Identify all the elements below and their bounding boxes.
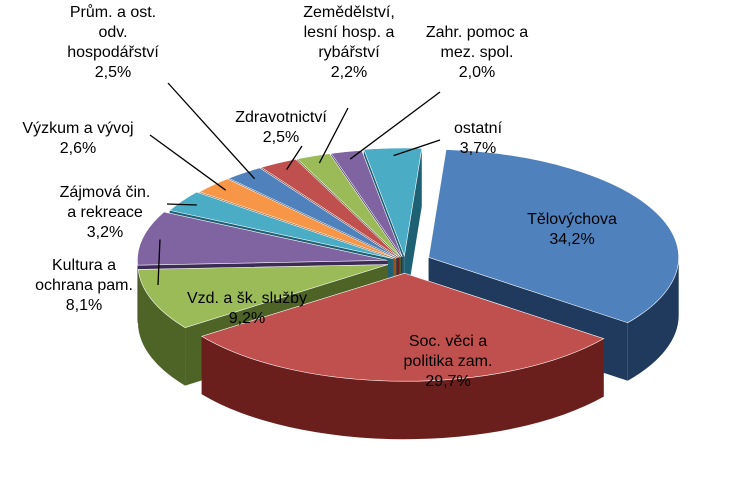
leader-line-6 <box>167 82 256 180</box>
pie-slice-1 <box>200 272 605 382</box>
leader-line-4 <box>166 203 197 206</box>
pie-slice-2 <box>137 264 389 328</box>
slice-label-3: Kultura a ochrana pam. 8,1% <box>35 257 133 314</box>
slice-label-9: Zahr. pomoc a mez. spol. 2,0% <box>426 24 528 81</box>
pie-slice-6 <box>228 167 398 259</box>
slice-label-1: Soc. věci a politika zam. 29,7% <box>404 333 493 390</box>
slice-label-5: Výzkum a vývoj 2,6% <box>22 120 133 157</box>
leader-line-3 <box>157 239 161 286</box>
pie-slice-4 <box>169 191 394 260</box>
pie-slice-0 <box>428 149 679 324</box>
slice-side-2-0 <box>138 269 186 386</box>
leader-line-8 <box>318 107 349 164</box>
slice-label-4: Zájmová čin. a rekreace 3,2% <box>60 184 151 241</box>
leader-line-10 <box>393 139 441 157</box>
slice-label-7: Zdravotnictví 2,5% <box>235 109 327 146</box>
pie-slice-3 <box>137 211 388 266</box>
pie-slice-8 <box>296 153 402 258</box>
slice-wall-10-1 <box>404 148 422 314</box>
slice-label-6: Prům. a ost. odv. hospodářství 2,5% <box>67 3 159 81</box>
slice-label-2: Vzd. a šk. služby 9,2% <box>187 290 307 327</box>
leader-line-5 <box>149 134 227 191</box>
slice-side-0-0 <box>627 257 679 381</box>
pie-slice-7 <box>260 158 400 258</box>
slice-label-0: Tělovýchova 34,2% <box>527 211 617 248</box>
slice-label-10: ostatní 3,7% <box>454 120 503 157</box>
slice-side-1-0 <box>201 336 604 440</box>
leader-line-7 <box>286 145 303 170</box>
pie-slice-5 <box>198 178 397 259</box>
slice-label-8: Zemědělství, lesní hosp. a rybářství 2,2% <box>303 4 395 81</box>
leader-line-9 <box>349 91 441 160</box>
